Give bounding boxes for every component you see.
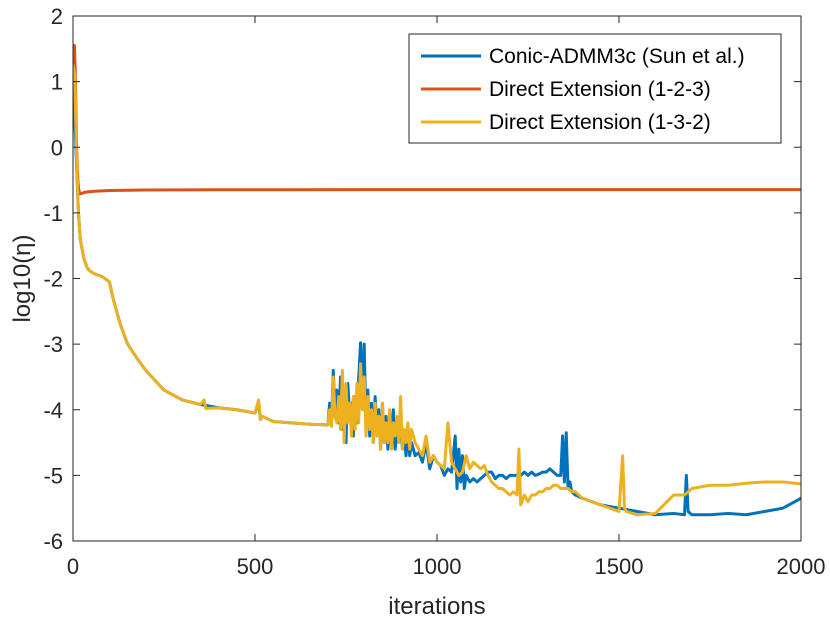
y-tick-label: 0 <box>51 135 63 160</box>
y-tick-label: -1 <box>43 201 63 226</box>
x-tick-label: 500 <box>237 554 274 579</box>
legend-box <box>408 33 782 144</box>
y-tick-label: -6 <box>43 529 63 554</box>
y-tick-label: 2 <box>51 4 63 29</box>
x-tick-label: 1000 <box>413 554 462 579</box>
legend-entry-1: Conic-ADMM3c (Sun et al.) <box>489 45 745 68</box>
legend: Conic-ADMM3c (Sun et al.) Direct Extensio… <box>408 33 782 144</box>
legend-entry-2: Direct Extension (1-2-3) <box>489 78 711 101</box>
x-tick-label: 2000 <box>777 554 826 579</box>
x-tick-label: 1500 <box>595 554 644 579</box>
series-layer <box>73 44 801 517</box>
legend-entry-3: Direct Extension (1-3-2) <box>489 111 711 134</box>
y-tick-label: -3 <box>43 332 63 357</box>
y-tick-label: -2 <box>43 267 63 292</box>
x-tick-label: 0 <box>67 554 79 579</box>
y-axis-label: log10(η) <box>9 234 36 322</box>
y-tick-label: -5 <box>43 463 63 488</box>
y-tick-label: 1 <box>51 70 63 95</box>
axes-layer: 0 500 1000 1500 2000 2 1 0 -1 -2 -3 -4 -5 -6 <box>43 4 825 579</box>
y-tick-label: -4 <box>43 398 63 423</box>
series-line-3 <box>73 63 801 517</box>
x-axis-label: iterations <box>388 593 485 620</box>
